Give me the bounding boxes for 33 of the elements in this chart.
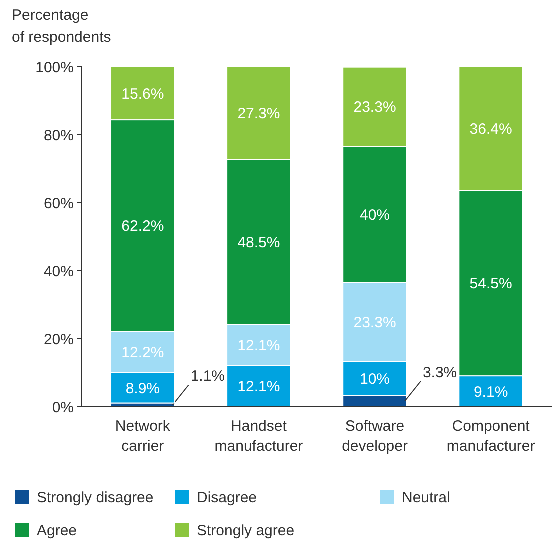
data-label: 36.4%	[470, 121, 512, 138]
data-label: 12.1%	[238, 338, 280, 355]
data-label: 40%	[360, 206, 390, 224]
y-tick-label: 40%	[44, 263, 74, 280]
y-tick-label: 60%	[44, 195, 74, 212]
data-label: 27.3%	[238, 106, 280, 123]
x-tick-label: Network carrier	[115, 418, 171, 455]
y-tick-label: 80%	[44, 127, 74, 144]
data-label: 23.3%	[354, 99, 396, 116]
legend-label: Disagree	[197, 489, 258, 506]
x-tick-label: Handset manufacturer	[214, 418, 304, 455]
legend-label: Strongly agree	[197, 522, 295, 540]
data-label: 8.9%	[126, 380, 160, 398]
data-label: 62.2%	[122, 218, 164, 236]
data-label: 9.1%	[474, 384, 508, 401]
x-tick-label: Component manufacturer	[446, 418, 536, 455]
data-label: 1.1%	[190, 368, 226, 386]
y-tick-label: 20%	[44, 331, 74, 348]
x-tick-label: Software developer	[342, 418, 408, 455]
legend-label: Strongly disagree	[37, 489, 154, 506]
data-label: 54.5%	[470, 276, 512, 293]
data-label: 12.2%	[122, 344, 164, 362]
data-label: 23.3%	[354, 314, 396, 332]
legend-label: Agree	[37, 522, 78, 540]
legend-label: Neutral	[402, 489, 450, 506]
data-label: 15.6%	[122, 86, 164, 103]
y-axis-title: Percentage of respondents	[12, 7, 112, 46]
data-label: 48.5%	[238, 234, 280, 252]
data-label: 12.1%	[238, 378, 280, 396]
y-tick-label: 100%	[36, 59, 74, 76]
data-label: 10%	[360, 371, 390, 388]
data-label: 3.3%	[422, 364, 458, 382]
y-tick-label: 0%	[52, 399, 74, 416]
